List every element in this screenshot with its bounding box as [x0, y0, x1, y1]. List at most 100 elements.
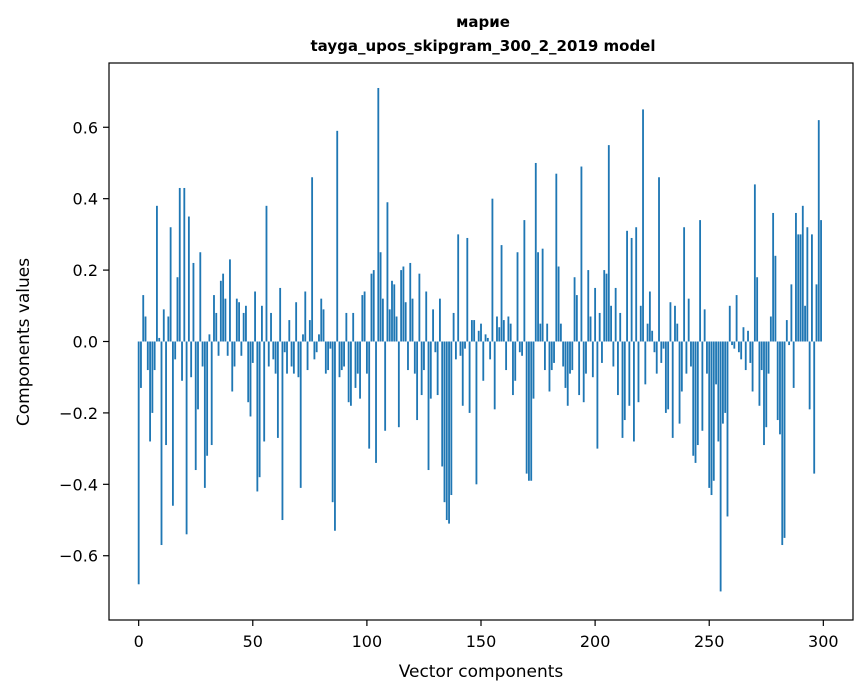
bar-228	[658, 177, 660, 342]
bar-292	[804, 305, 806, 342]
bar-272	[758, 341, 761, 406]
bar-248	[703, 309, 706, 342]
bar-95	[354, 341, 357, 388]
bar-174	[534, 162, 537, 342]
bar-32	[210, 341, 213, 446]
bar-137	[450, 341, 453, 496]
bar-256	[722, 341, 724, 424]
bar-54	[261, 305, 263, 342]
bar-27	[199, 252, 202, 342]
bar-9	[158, 337, 161, 342]
bar-221	[642, 109, 644, 342]
bar-123	[418, 273, 421, 342]
bar-273	[760, 341, 763, 371]
bar-128	[429, 341, 432, 399]
bar-253	[715, 341, 717, 385]
bar-90	[343, 341, 345, 367]
y-tick-label-6: 0.6	[73, 118, 98, 137]
bar-196	[585, 341, 587, 374]
bar-86	[334, 341, 336, 531]
bar-23	[190, 341, 193, 378]
bar-109	[386, 202, 389, 342]
bar-8	[156, 205, 158, 342]
bar-36	[219, 280, 222, 342]
bar-31	[208, 334, 211, 342]
x-axis-label: Vector components	[399, 662, 564, 682]
bar-215	[628, 341, 631, 406]
bar-146	[470, 320, 473, 342]
bar-133	[441, 341, 444, 467]
y-tick-label-3: 0.0	[73, 333, 98, 352]
bar-255	[719, 341, 722, 592]
bar-295	[811, 234, 813, 342]
bar-247	[701, 341, 704, 431]
bar-113	[395, 316, 398, 342]
x-tick-label-3: 150	[466, 632, 497, 651]
bar-202	[598, 312, 601, 342]
bar-294	[808, 341, 811, 410]
bar-168	[521, 341, 523, 356]
bar-195	[582, 341, 585, 403]
x-tick-label-6: 300	[808, 632, 839, 651]
bar-183	[555, 173, 558, 342]
bar-227	[655, 341, 658, 374]
bar-285	[788, 341, 791, 346]
bar-264	[740, 341, 743, 360]
bar-84	[329, 341, 332, 349]
bar-118	[407, 341, 409, 371]
bar-120	[411, 298, 414, 342]
bar-238	[680, 341, 683, 392]
bar-19	[181, 341, 183, 381]
bar-194	[580, 166, 583, 342]
bar-24	[192, 262, 195, 342]
bar-61	[276, 341, 279, 438]
bar-106	[379, 252, 382, 342]
bar-136	[448, 341, 450, 524]
bar-144	[466, 237, 469, 342]
bar-217	[633, 341, 635, 442]
bar-76	[311, 177, 314, 342]
bar-161	[505, 341, 508, 371]
bar-99	[363, 291, 366, 342]
bar-56	[265, 205, 268, 342]
bar-35	[217, 341, 220, 356]
bar-187	[564, 341, 567, 388]
x-tick-label-4: 200	[580, 632, 611, 651]
bar-41	[231, 341, 234, 392]
bar-70	[297, 341, 300, 378]
bar-191	[573, 277, 576, 342]
bar-80	[320, 298, 323, 342]
bar-68	[292, 341, 295, 374]
bar-288	[795, 212, 797, 342]
bar-142	[461, 341, 464, 406]
bar-232	[667, 341, 670, 410]
bar-77	[313, 341, 316, 360]
bar-15	[171, 341, 174, 506]
bar-119	[409, 262, 412, 342]
bar-40	[229, 259, 231, 342]
bar-261	[733, 341, 736, 349]
bar-71	[299, 341, 302, 488]
bar-79	[318, 334, 320, 342]
bar-0	[137, 341, 140, 585]
bar-278	[772, 212, 775, 342]
bar-262	[735, 295, 738, 342]
bar-251	[710, 341, 713, 496]
bar-271	[756, 277, 759, 342]
bar-89	[340, 341, 343, 371]
bar-30	[206, 341, 209, 456]
bar-212	[621, 341, 624, 438]
bar-230	[662, 341, 665, 349]
bar-275	[765, 341, 768, 428]
bar-190	[571, 341, 574, 371]
bar-85	[331, 341, 334, 503]
bar-220	[639, 305, 642, 342]
bar-250	[708, 341, 711, 488]
bar-116	[402, 266, 405, 342]
bar-266	[744, 341, 747, 371]
bar-236	[676, 323, 679, 342]
bar-156	[493, 341, 496, 410]
bar-13	[167, 316, 170, 342]
bar-258	[726, 341, 729, 517]
